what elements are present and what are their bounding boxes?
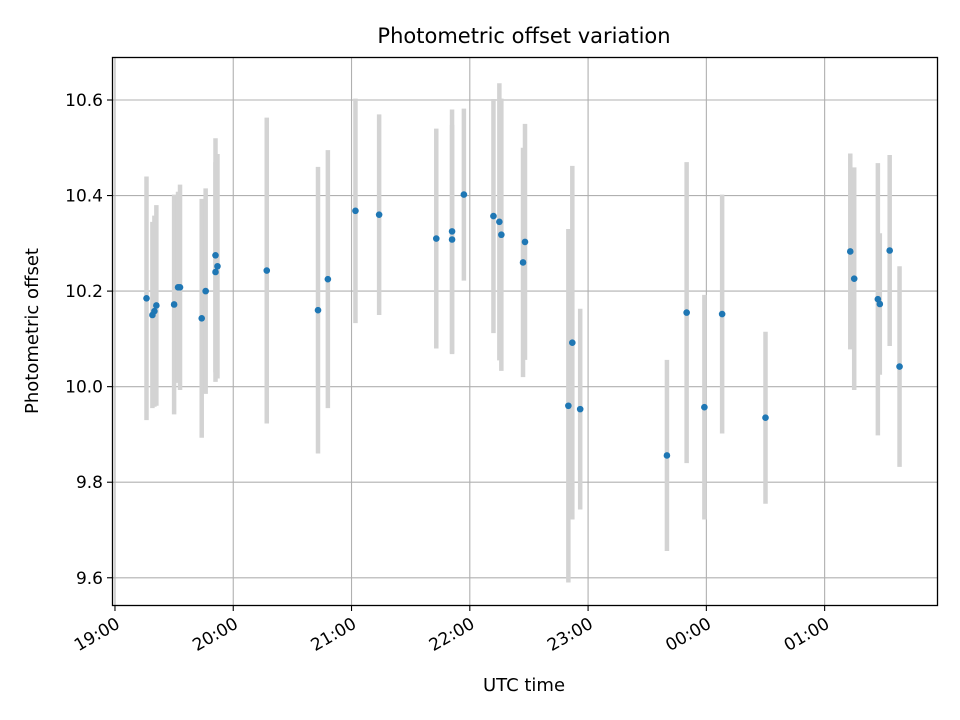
data-point [212,268,219,276]
y-tick-label: 10.4 [65,187,103,207]
data-point [519,259,527,266]
data-point [496,218,503,226]
y-tick-label: 10.2 [65,282,103,302]
data-point [448,236,456,243]
data-point [718,310,726,318]
data-point [170,301,178,308]
data-point [896,363,903,370]
x-tick-label: 01:00 [781,614,833,656]
data-point [198,315,206,322]
y-axis-label: Photometric offset [22,248,43,414]
y-tick-label: 9.8 [76,473,103,493]
data-point [448,228,456,235]
data-point [151,307,158,315]
x-tick-label: 00:00 [662,614,714,656]
data-point [701,403,708,411]
data-point [263,267,271,274]
data-point [214,262,221,270]
data-point [846,248,854,255]
data-point [352,207,359,215]
data-point [212,251,219,259]
x-tick-label: 21:00 [308,614,360,656]
x-axis-ticks: 19:00 20:00 21:00 22:00 23:00 00:00 01:00 [71,605,833,656]
data-point [460,191,468,198]
data-point [850,275,858,282]
data-point [569,339,576,347]
data-point [762,414,769,422]
data-point [886,247,893,254]
data-point [490,212,497,220]
x-tick-label: 19:00 [71,614,123,656]
data-point [683,309,690,316]
data-point [876,300,884,308]
data-point [143,294,150,302]
data-points [143,191,903,459]
data-point [498,231,505,239]
data-point [432,235,440,242]
plot-frame [111,56,939,607]
data-point [324,275,332,283]
x-tick-label: 20:00 [189,614,241,656]
data-point [153,302,160,309]
data-point [375,211,383,218]
chart-title: Photometric offset variation [377,24,670,48]
x-tick-label: 22:00 [426,614,478,656]
error-bars [144,83,902,583]
x-tick-label: 23:00 [544,614,596,656]
data-point [576,405,584,413]
data-point [663,452,671,459]
data-point [565,402,572,410]
x-axis-label: UTC time [483,675,565,696]
y-axis-ticks: 9.6 9.8 10.0 10.2 10.4 10.6 [65,91,113,589]
data-point [202,287,209,295]
data-point [314,306,322,314]
y-tick-label: 10.6 [65,91,103,111]
data-point [176,283,184,291]
y-tick-label: 10.0 [65,378,103,398]
y-tick-label: 9.6 [76,569,103,589]
data-point [521,238,529,246]
